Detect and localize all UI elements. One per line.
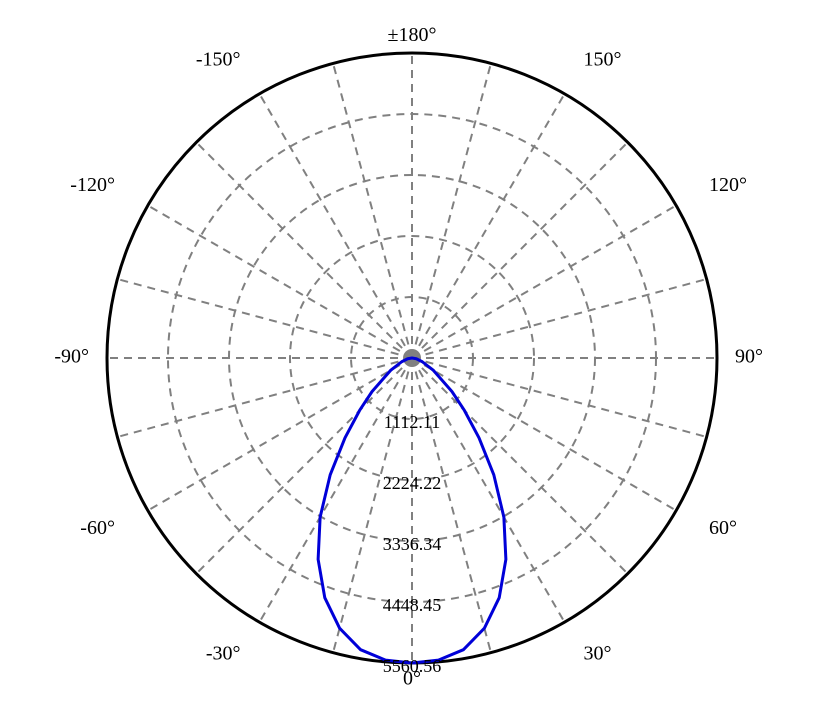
angle-label: 60° [709,517,737,539]
polar-chart-container: 0°30°60°90°120°150°±180°-150°-120°-90°-6… [0,0,825,717]
angle-label: 90° [735,346,763,368]
angle-label: -30° [206,643,241,665]
angle-label: -90° [54,346,89,368]
angle-label: 30° [584,643,612,665]
polar-chart-svg: 0°30°60°90°120°150°±180°-150°-120°-90°-6… [0,0,825,717]
angle-label: ±180° [388,24,437,46]
radial-label: 1112.11 [384,412,441,432]
radial-label: 5560.56 [383,656,442,676]
radial-label: 4448.45 [383,595,442,615]
angle-label: -60° [80,517,115,539]
radial-label: 3336.34 [383,534,442,554]
radial-label: 2224.22 [383,473,442,493]
angle-label: 150° [584,49,622,71]
angle-label: 120° [709,174,747,196]
angle-label: -120° [70,174,115,196]
angle-label: -150° [196,49,241,71]
